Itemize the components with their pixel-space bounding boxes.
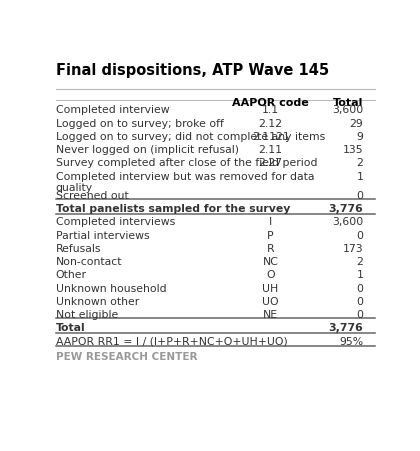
- Text: R: R: [267, 244, 274, 253]
- Text: Completed interview: Completed interview: [56, 105, 169, 115]
- Text: Not eligible: Not eligible: [56, 309, 118, 319]
- Text: Unknown household: Unknown household: [56, 283, 166, 293]
- Text: 29: 29: [349, 118, 363, 129]
- Text: 95%: 95%: [339, 336, 363, 346]
- Text: Logged on to survey; broke off: Logged on to survey; broke off: [56, 118, 223, 129]
- Text: Logged on to survey; did not complete any items: Logged on to survey; did not complete an…: [56, 132, 325, 142]
- Text: Refusals: Refusals: [56, 244, 101, 253]
- Text: 3,776: 3,776: [328, 322, 363, 332]
- Text: PEW RESEARCH CENTER: PEW RESEARCH CENTER: [56, 351, 197, 361]
- Text: NE: NE: [263, 309, 278, 319]
- Text: 9: 9: [357, 132, 363, 142]
- Text: Other: Other: [56, 270, 87, 280]
- Text: UH: UH: [262, 283, 279, 293]
- Text: 1: 1: [357, 171, 363, 181]
- Text: UO: UO: [262, 296, 279, 306]
- Text: Non-contact: Non-contact: [56, 257, 122, 267]
- Text: P: P: [267, 230, 274, 240]
- Text: 0: 0: [356, 296, 363, 306]
- Text: 1.1: 1.1: [262, 105, 279, 115]
- Text: 173: 173: [343, 244, 363, 253]
- Text: 0: 0: [356, 283, 363, 293]
- Text: Partial interviews: Partial interviews: [56, 230, 150, 240]
- Text: Survey completed after close of the field period: Survey completed after close of the fiel…: [56, 158, 317, 168]
- Text: AAPOR code: AAPOR code: [232, 97, 309, 107]
- Text: Final dispositions, ATP Wave 145: Final dispositions, ATP Wave 145: [56, 63, 329, 78]
- Text: 2.1121: 2.1121: [252, 132, 289, 142]
- Text: 2: 2: [357, 257, 363, 267]
- Text: 1: 1: [357, 270, 363, 280]
- Text: Screened out: Screened out: [56, 191, 129, 201]
- Text: Completed interview but was removed for data
quality: Completed interview but was removed for …: [56, 171, 314, 193]
- Text: AAPOR RR1 = I / (I+P+R+NC+O+UH+UO): AAPOR RR1 = I / (I+P+R+NC+O+UH+UO): [56, 336, 288, 346]
- Text: NC: NC: [262, 257, 278, 267]
- Text: 3,776: 3,776: [328, 204, 363, 214]
- Text: 0: 0: [356, 191, 363, 201]
- Text: Completed interviews: Completed interviews: [56, 217, 175, 227]
- Text: 135: 135: [343, 145, 363, 155]
- Text: O: O: [266, 270, 275, 280]
- Text: Never logged on (implicit refusal): Never logged on (implicit refusal): [56, 145, 239, 155]
- Text: 2: 2: [357, 158, 363, 168]
- Text: Total: Total: [56, 322, 85, 332]
- Text: 3,600: 3,600: [332, 217, 363, 227]
- Text: Total panelists sampled for the survey: Total panelists sampled for the survey: [56, 204, 290, 214]
- Text: Unknown other: Unknown other: [56, 296, 139, 306]
- Text: Total: Total: [333, 97, 363, 107]
- Text: 2.27: 2.27: [259, 158, 283, 168]
- Text: 2.11: 2.11: [259, 145, 283, 155]
- Text: 0: 0: [356, 309, 363, 319]
- Text: 0: 0: [356, 230, 363, 240]
- Text: 2.12: 2.12: [259, 118, 283, 129]
- Text: I: I: [269, 217, 272, 227]
- Text: 3,600: 3,600: [332, 105, 363, 115]
